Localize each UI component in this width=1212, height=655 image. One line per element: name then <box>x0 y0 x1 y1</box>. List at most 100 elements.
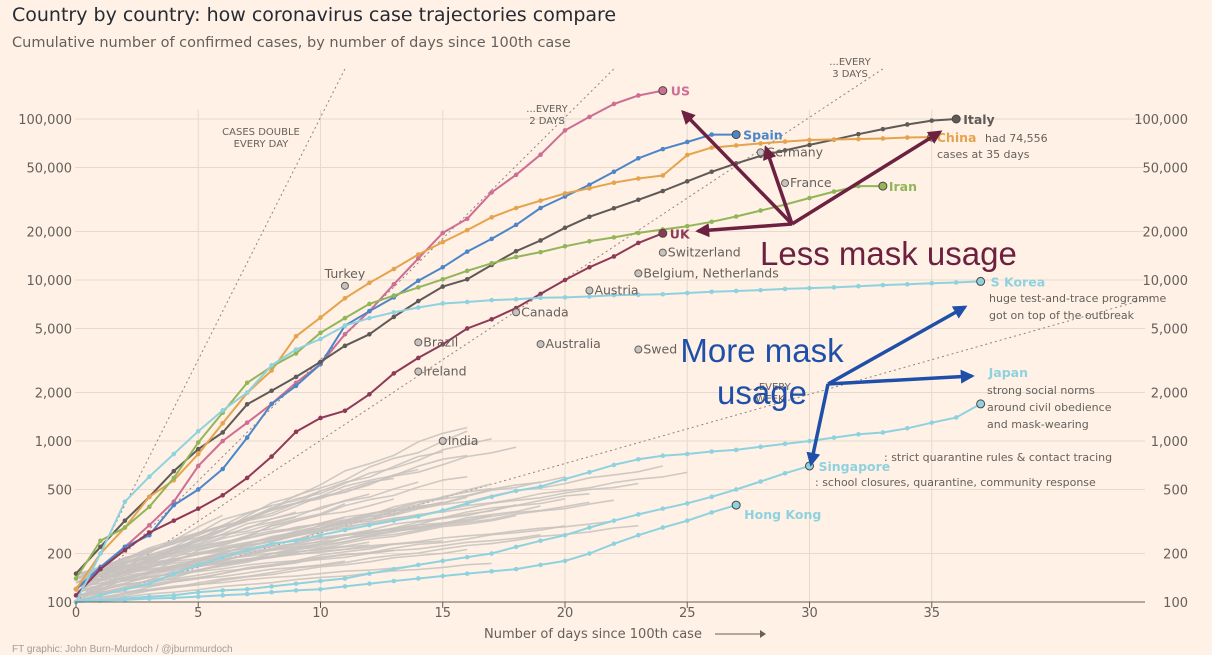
data-point <box>709 510 714 515</box>
data-point <box>709 494 714 500</box>
data-point <box>171 595 177 601</box>
data-point <box>293 347 299 352</box>
grey-series-line <box>75 498 566 593</box>
data-point <box>636 512 641 517</box>
data-point <box>660 453 666 459</box>
mask-annotations: Less mask usage More mask usage <box>680 109 1017 467</box>
data-point <box>636 156 641 161</box>
grey-series-line <box>75 524 639 603</box>
series-note: : strict quarantine rules & contact trac… <box>884 451 1112 464</box>
data-point <box>684 451 690 457</box>
less-mask-arrow <box>791 130 943 226</box>
data-point <box>98 593 103 598</box>
data-point <box>220 430 225 435</box>
data-point <box>293 581 299 586</box>
less-mask-label: Less mask usage <box>760 235 1017 272</box>
data-point <box>587 214 592 220</box>
data-point <box>758 287 763 293</box>
x-tick-label: 35 <box>923 606 940 621</box>
data-point <box>122 597 128 603</box>
data-point <box>489 190 494 195</box>
data-point <box>147 504 152 510</box>
data-point <box>513 248 519 254</box>
data-point <box>489 551 494 556</box>
doubling-guide-line <box>75 67 616 603</box>
series-end-marker <box>878 181 888 191</box>
data-point <box>562 558 568 564</box>
series-label: Iran <box>889 179 917 194</box>
data-point <box>367 392 372 397</box>
data-point <box>758 444 763 450</box>
grey-series-line <box>75 514 224 588</box>
data-point <box>709 145 714 150</box>
y-tick-label-right: 10,000 <box>1143 274 1189 289</box>
grey-series-line <box>75 562 492 603</box>
data-point <box>636 93 641 98</box>
data-point <box>416 355 421 361</box>
data-point <box>636 230 641 236</box>
series-end-marker <box>731 130 741 140</box>
data-point <box>856 283 861 289</box>
data-point <box>147 581 152 586</box>
data-point <box>782 139 788 144</box>
data-point <box>440 301 446 306</box>
data-point <box>489 260 494 266</box>
more-mask-arrow <box>806 383 830 467</box>
data-point <box>464 268 470 274</box>
data-point <box>587 238 592 244</box>
y-tick-label-right: 200 <box>1163 548 1188 563</box>
data-point <box>464 216 470 222</box>
data-point <box>416 562 421 568</box>
data-point <box>782 148 788 153</box>
data-point <box>587 264 592 270</box>
data-point <box>220 408 225 413</box>
data-point <box>440 277 446 282</box>
data-point <box>73 586 79 592</box>
data-point <box>342 331 348 337</box>
data-point <box>391 293 397 298</box>
data-point <box>489 215 494 220</box>
data-point <box>562 277 568 283</box>
y-tick-label-right: 100,000 <box>1134 113 1188 128</box>
data-point <box>538 249 543 255</box>
series-label: France <box>790 175 832 190</box>
series-end-marker <box>414 367 423 376</box>
data-point <box>489 317 494 322</box>
data-point <box>733 288 739 294</box>
data-point <box>562 476 568 482</box>
data-point <box>611 169 617 175</box>
data-point <box>244 435 250 440</box>
y-tick-label-left: 100,000 <box>18 113 72 128</box>
data-point <box>98 544 103 550</box>
data-point <box>611 541 617 547</box>
data-point <box>953 415 959 420</box>
data-point <box>513 296 519 302</box>
data-point <box>709 219 714 225</box>
data-point <box>220 420 225 426</box>
data-point <box>416 256 421 261</box>
data-point <box>122 518 128 523</box>
data-point <box>513 544 519 550</box>
highlighted-series <box>73 86 986 605</box>
data-point <box>611 462 617 468</box>
grey-series-line <box>75 483 492 598</box>
y-tick-label-right: 100 <box>1163 596 1188 611</box>
data-point <box>782 441 788 447</box>
data-point <box>195 451 201 457</box>
data-point <box>244 390 250 395</box>
y-tick-label-left: 2,000 <box>35 387 72 402</box>
data-point <box>391 371 397 376</box>
series-label: US <box>671 84 690 99</box>
data-point <box>782 471 788 476</box>
data-point <box>684 290 690 296</box>
series-note: cases at 35 days <box>937 148 1030 161</box>
data-point <box>195 562 201 568</box>
doubling-guide-label: 3 DAYS <box>832 69 868 80</box>
data-point <box>269 589 274 595</box>
data-point <box>367 571 372 576</box>
data-point <box>195 589 201 595</box>
data-point <box>929 420 935 425</box>
data-point <box>709 132 714 137</box>
data-point <box>342 576 348 581</box>
